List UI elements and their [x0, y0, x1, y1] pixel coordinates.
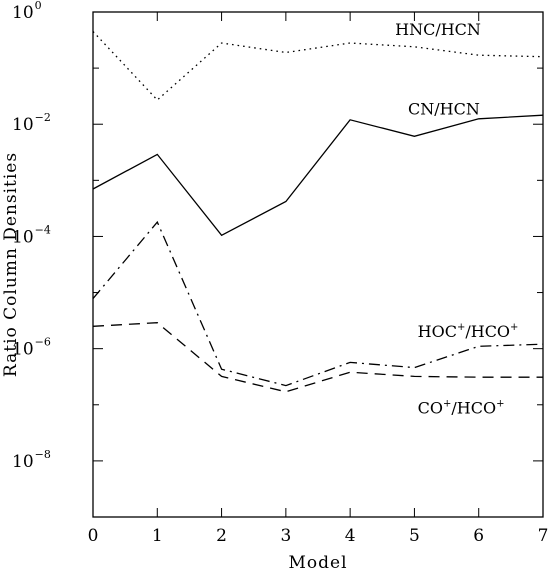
- axis-tick-labels: 0 1 2 3 4 5 6 7 100 10−2 10−4 10−6 10−8: [12, 0, 548, 546]
- x-axis-label: Model: [288, 553, 347, 571]
- x-tick-label: 0: [88, 526, 99, 546]
- x-tick-label: 3: [280, 526, 291, 546]
- x-tick-label: 2: [216, 526, 227, 546]
- x-tick-label: 5: [409, 526, 420, 546]
- y-axis-label: Ratio Column Densities: [1, 152, 21, 377]
- y-tick-label: 100: [12, 0, 42, 23]
- plot-frame: [92, 11, 544, 518]
- series-lines: [92, 31, 544, 393]
- y-tick-label: 10−8: [12, 448, 51, 472]
- series-labels: HNC/HCN CN/HCN HOC+/HCO+ CO+/HCO+: [395, 20, 518, 418]
- series-line: [92, 322, 543, 393]
- series-label: CO+/HCO+: [418, 398, 505, 417]
- series-line: [92, 114, 544, 237]
- x-tick-label: 4: [345, 526, 356, 546]
- axis-ticks: [92, 11, 544, 518]
- x-tick-label: 7: [538, 526, 549, 546]
- series-label: HNC/HCN: [395, 20, 481, 39]
- y-tick-label: 10−6: [12, 336, 51, 360]
- series-label: CN/HCN: [408, 99, 480, 118]
- series-line: [92, 220, 544, 387]
- series-label: HOC+/HCO+: [418, 322, 519, 341]
- series-line: [92, 31, 544, 101]
- x-tick-label: 6: [473, 526, 484, 546]
- y-tick-label: 10−4: [12, 223, 51, 247]
- y-tick-label: 10−2: [12, 111, 51, 135]
- x-tick-label: 1: [152, 526, 163, 546]
